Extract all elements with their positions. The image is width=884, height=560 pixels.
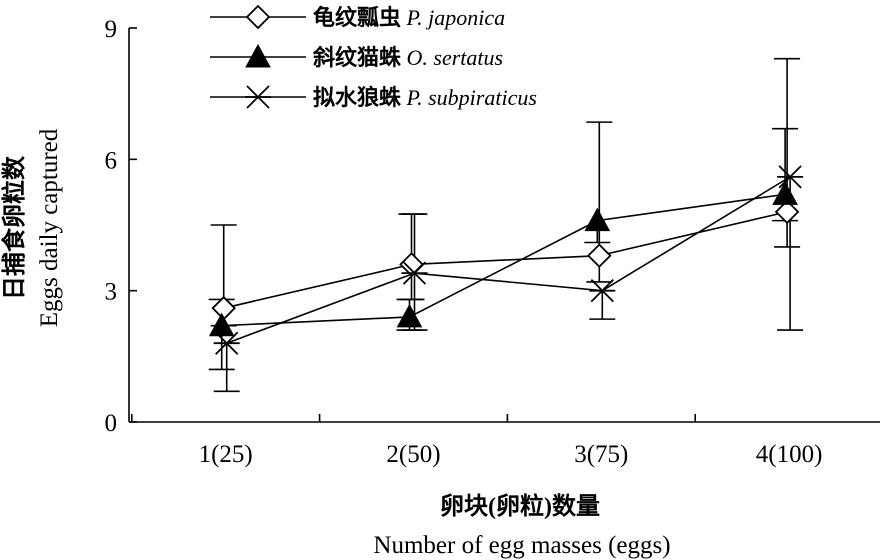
data-point-diamond	[211, 295, 236, 321]
axes: 0 3 6 9 1(25) 2(50) 3(75) 4(100)	[105, 16, 880, 468]
data-point-asterisk	[245, 85, 271, 109]
data-point-triangle	[772, 181, 798, 205]
data-point-asterisk	[401, 261, 428, 285]
data-point-triangle	[245, 43, 271, 68]
legend-label-zh: 拟水狼蛛	[313, 85, 407, 110]
legend-label: 斜纹猫蛛 O. sertatus	[312, 45, 503, 70]
series-line	[221, 193, 786, 327]
legend-label-zh: 斜纹猫蛛	[312, 45, 407, 70]
x-tick-label: 1(25)	[199, 441, 253, 468]
data-point-triangle	[208, 312, 235, 337]
y-tick-label: 9	[105, 16, 118, 43]
data-point-asterisk	[213, 331, 240, 355]
y-tick-label: 6	[105, 147, 118, 174]
series-line	[223, 211, 788, 309]
legend-label: 拟水狼蛛 P. subpiraticus	[313, 85, 537, 110]
data-point-diamond	[774, 199, 800, 225]
data-point-diamond	[587, 243, 612, 268]
data-point-diamond	[245, 4, 271, 30]
y-tick-label: 3	[105, 279, 118, 306]
data-point-triangle	[584, 207, 611, 232]
series-markers	[208, 165, 804, 355]
data-point-diamond	[399, 252, 424, 277]
legend-label-latin: O. sertatus	[407, 45, 504, 70]
x-axis-title-zh: 卵块(卵粒)数量	[440, 492, 600, 520]
x-tick-label: 4(100)	[756, 441, 823, 468]
series-lines	[221, 176, 791, 344]
x-axis-title-en: Number of egg masses (eggs)	[373, 532, 670, 559]
legend-label-latin: P. japonica	[406, 5, 506, 30]
legend-label-latin: P. subpiraticus	[406, 85, 537, 110]
data-point-asterisk	[777, 165, 804, 189]
x-tick-label: 2(50)	[386, 441, 440, 468]
legend-label-zh: 龟纹瓢虫	[313, 5, 407, 30]
data-point-triangle	[396, 303, 423, 328]
y-axis-title-en: Eggs daily captured	[36, 128, 63, 327]
y-tick-label: 0	[105, 410, 118, 437]
series-line	[226, 176, 791, 344]
data-point-asterisk	[589, 279, 616, 303]
legend-label: 龟纹瓢虫 P. japonica	[313, 5, 505, 30]
x-tick-label: 3(75)	[574, 441, 628, 468]
y-axis-title-zh: 日捕食卵粒数	[0, 155, 28, 300]
